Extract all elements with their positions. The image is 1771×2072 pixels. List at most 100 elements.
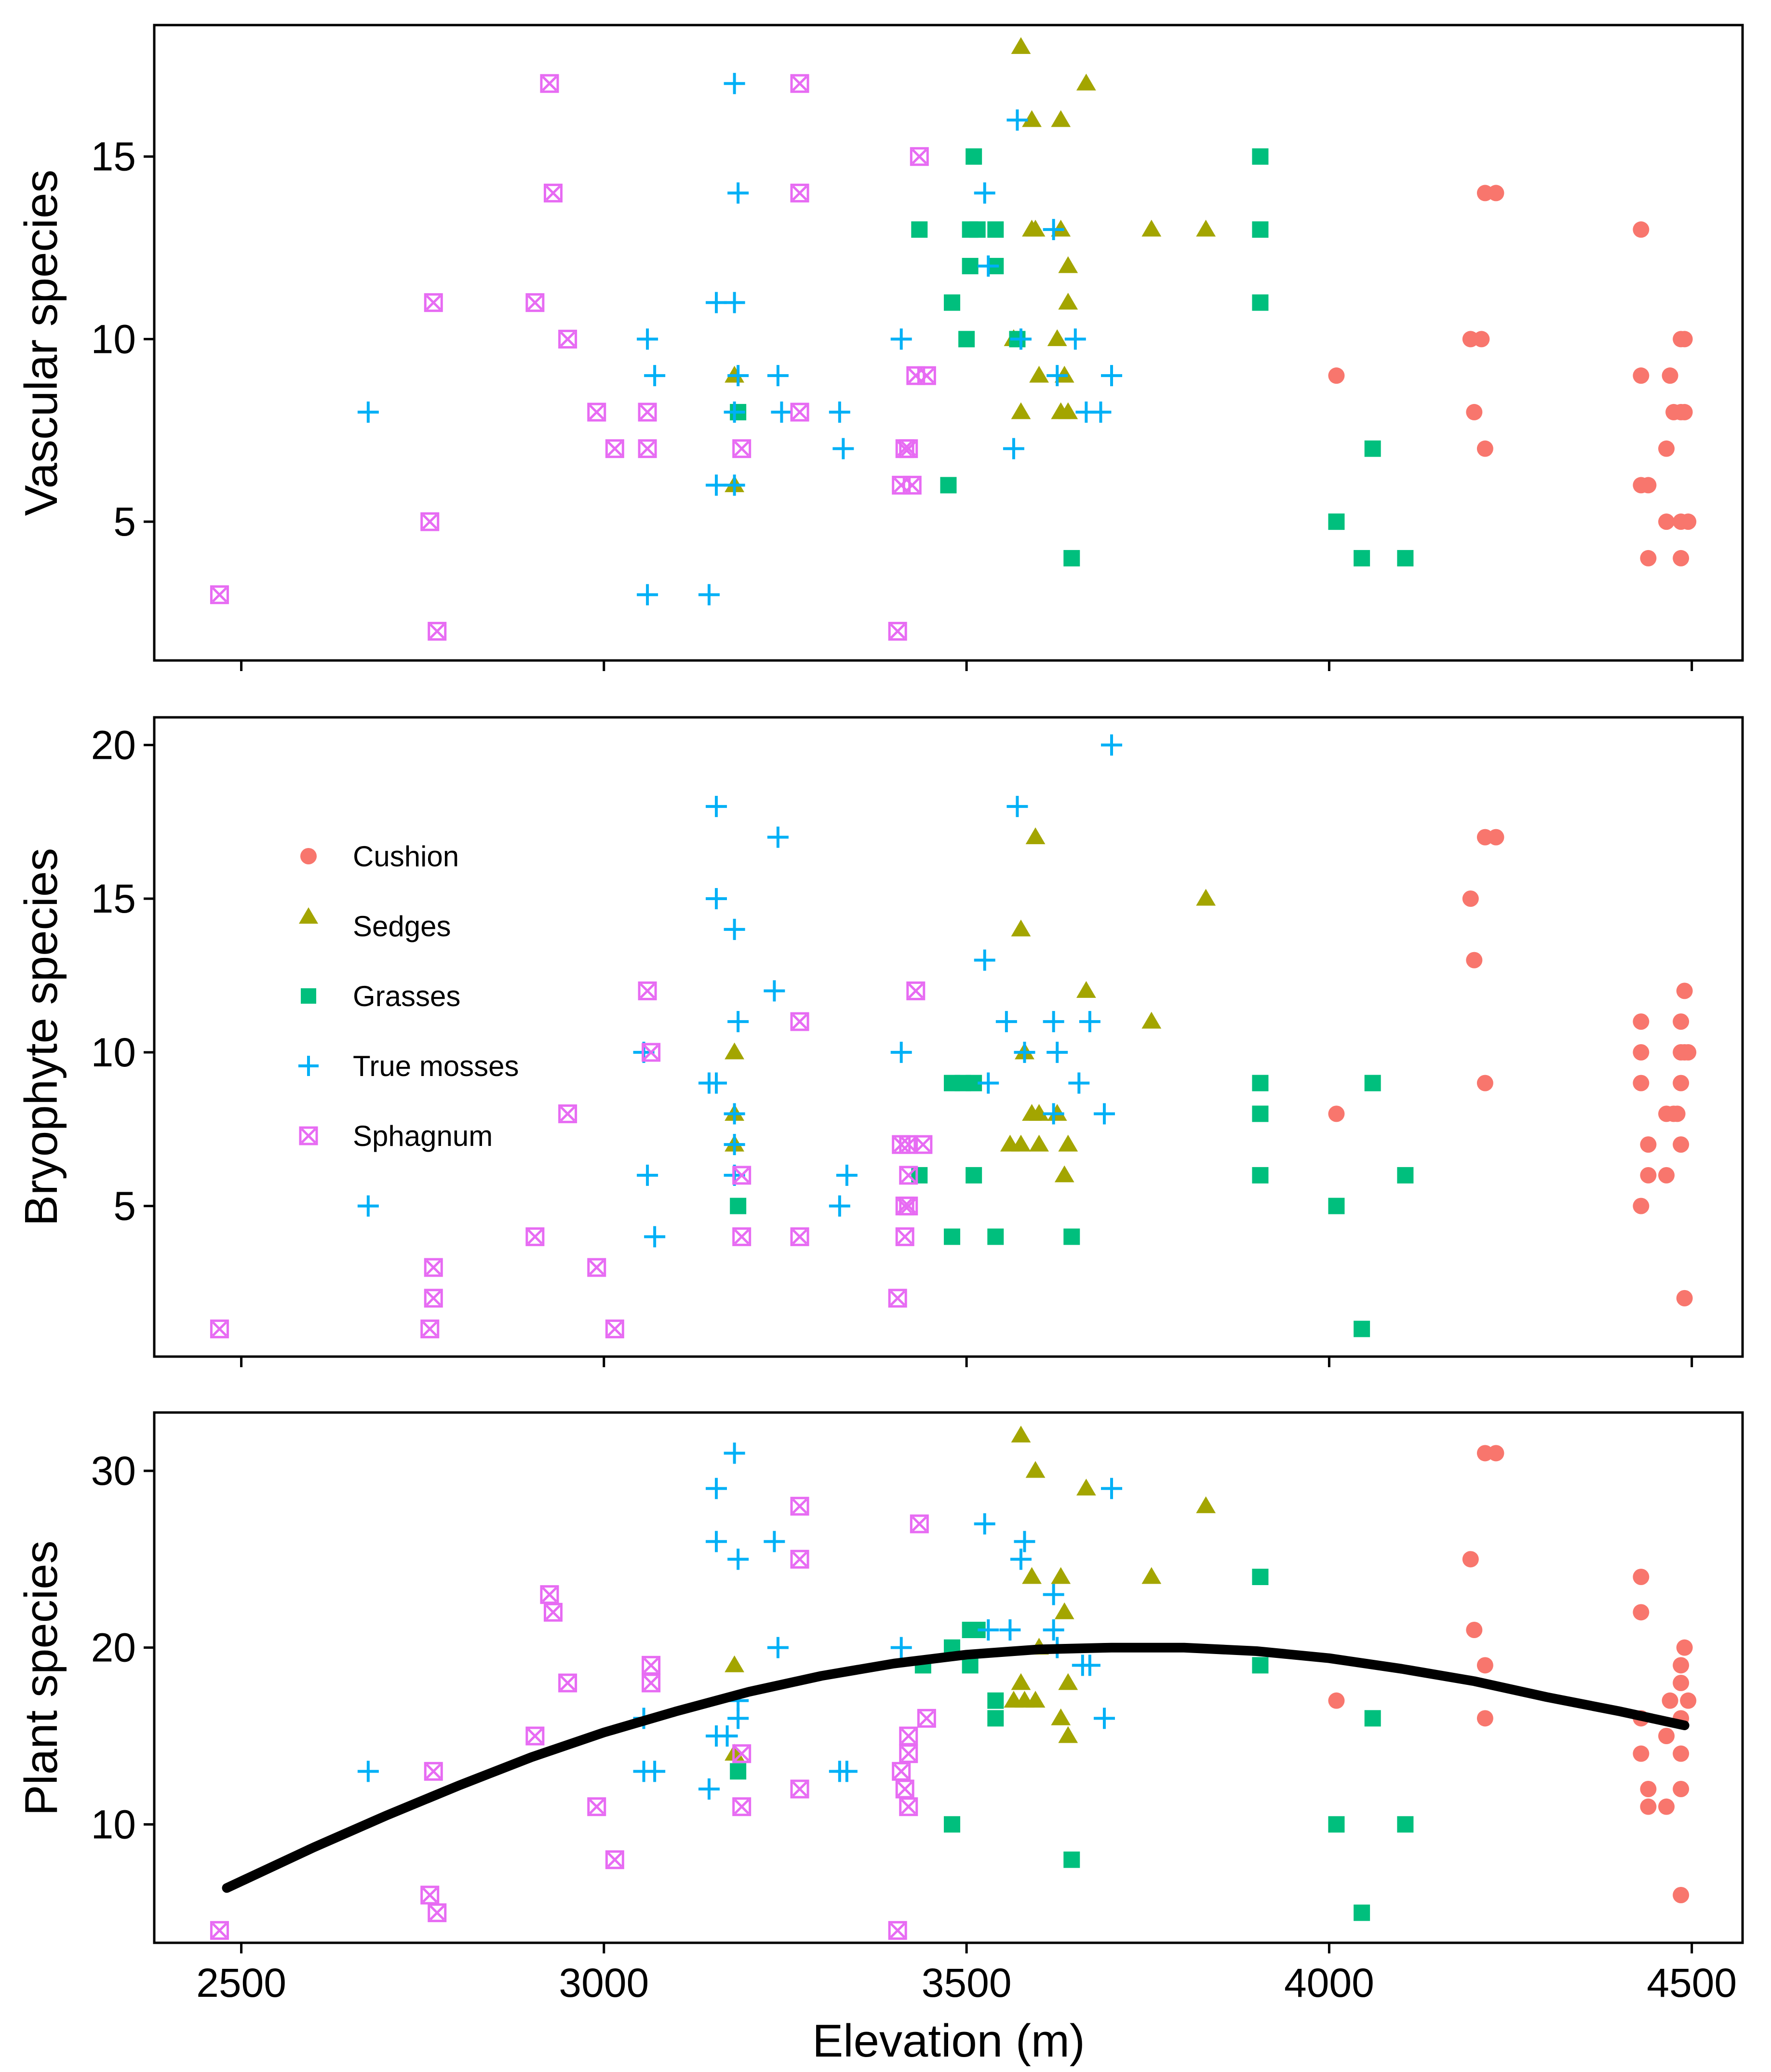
point-vascular-true-mosses-7: [724, 292, 745, 313]
point-plant-sphagnum-10: [899, 1726, 918, 1746]
point-plant-sphagnum-14: [424, 1762, 443, 1781]
point-vascular-cushion-22: [1673, 550, 1690, 566]
y-tick-label-bryophyte-10: 10: [91, 1030, 136, 1075]
point-vascular-true-mosses-20: [829, 401, 850, 423]
point-plant-sedges-3: [1196, 1496, 1216, 1513]
point-vascular-cushion-17: [1640, 477, 1657, 494]
legend-label-sedges: Sedges: [353, 910, 451, 942]
point-vascular-cushion-2: [1473, 331, 1490, 348]
point-bryophyte-grasses-3: [1252, 1075, 1269, 1091]
point-plant-sphagnum-0: [790, 1496, 809, 1516]
point-vascular-grasses-19: [1397, 550, 1414, 566]
point-plant-cushion-21: [1640, 1798, 1657, 1815]
point-vascular-sphagnum-0: [540, 74, 559, 93]
point-vascular-cushion-21: [1640, 550, 1657, 566]
point-plant-sphagnum-19: [732, 1797, 751, 1816]
panel-bryophyte-x-ticks: [240, 1357, 1693, 1367]
point-plant-sedges-16: [1058, 1726, 1078, 1743]
point-plant-cushion-3: [1466, 1622, 1483, 1638]
point-vascular-sedges-1: [1076, 73, 1096, 91]
point-plant-grasses-10: [730, 1763, 747, 1780]
point-bryophyte-cushion-18: [1640, 1136, 1657, 1153]
point-vascular-cushion-18: [1658, 513, 1675, 530]
point-plant-sedges-7: [1054, 1602, 1074, 1619]
point-plant-cushion-7: [1633, 1569, 1650, 1585]
point-plant-true-mosses-2: [1101, 1478, 1123, 1499]
point-bryophyte-true-mosses-27: [357, 1195, 379, 1217]
point-vascular-sphagnum-7: [558, 329, 577, 349]
point-plant-sphagnum-6: [558, 1673, 577, 1693]
point-plant-sedges-0: [1011, 1426, 1031, 1443]
point-vascular-sphagnum-6: [525, 293, 545, 312]
point-bryophyte-cushion-8: [1673, 1013, 1690, 1030]
point-vascular-true-mosses-23: [832, 438, 854, 459]
point-bryophyte-true-mosses-17: [706, 1072, 727, 1094]
point-bryophyte-true-mosses-7: [764, 980, 785, 1002]
point-bryophyte-sedges-9: [1029, 1103, 1049, 1121]
legend-entry-grasses: Grasses: [301, 980, 460, 1012]
point-bryophyte-sphagnum-22: [605, 1319, 624, 1339]
point-plant-true-mosses-20: [727, 1708, 749, 1729]
point-bryophyte-grasses-15: [1354, 1320, 1370, 1337]
point-bryophyte-true-mosses-6: [974, 949, 995, 971]
legend-entry-sphagnum: Sphagnum: [299, 1120, 493, 1152]
point-bryophyte-cushion-12: [1680, 1044, 1697, 1061]
point-vascular-grasses-11: [958, 331, 975, 348]
point-vascular-grasses-9: [944, 294, 961, 311]
point-plant-true-mosses-5: [764, 1531, 785, 1552]
point-plant-sedges-11: [1058, 1673, 1078, 1690]
point-plant-sphagnum-16: [895, 1779, 914, 1799]
point-bryophyte-sedges-1: [1196, 888, 1216, 906]
y-tick-label-bryophyte-5: 5: [113, 1184, 136, 1229]
point-plant-cushion-10: [1673, 1657, 1690, 1674]
point-bryophyte-true-mosses-4: [706, 888, 727, 910]
point-bryophyte-true-mosses-29: [644, 1226, 666, 1248]
point-vascular-sedges-7: [1141, 219, 1162, 237]
point-vascular-grasses-17: [1063, 550, 1080, 566]
point-plant-grasses-7: [987, 1692, 1004, 1709]
x-tick-label-2500: 2500: [196, 1960, 286, 2005]
point-plant-cushion-8: [1633, 1604, 1650, 1621]
point-bryophyte-sphagnum-15: [895, 1227, 914, 1246]
point-vascular-cushion-0: [1328, 367, 1345, 384]
y-tick-label-plant-30: 30: [91, 1448, 136, 1493]
x-tick-label-3000: 3000: [559, 1960, 649, 2005]
point-vascular-grasses-14: [1364, 440, 1381, 457]
point-bryophyte-grasses-8: [1252, 1167, 1269, 1184]
point-vascular-cushion-4: [1476, 440, 1493, 457]
point-vascular-cushion-3: [1466, 404, 1483, 420]
point-plant-sedges-2: [1076, 1479, 1096, 1496]
point-plant-true-mosses-21: [1093, 1708, 1115, 1729]
legend-marker-sphagnum: [299, 1126, 318, 1145]
point-plant-sphagnum-18: [587, 1797, 606, 1816]
point-plant-sedges-1: [1025, 1461, 1046, 1478]
point-vascular-true-mosses-26: [724, 474, 745, 496]
point-bryophyte-cushion-7: [1633, 1013, 1650, 1030]
point-bryophyte-sedges-16: [1054, 1165, 1074, 1183]
point-bryophyte-sedges-3: [1076, 981, 1096, 998]
point-vascular-true-mosses-13: [727, 365, 749, 387]
point-vascular-sedges-3: [1051, 110, 1071, 127]
point-vascular-sphagnum-14: [638, 439, 657, 458]
point-bryophyte-grasses-9: [1397, 1167, 1414, 1184]
point-vascular-grasses-7: [962, 257, 979, 274]
y-axis-title-plant: Plant species: [15, 1541, 67, 1816]
panel-vascular-y-ticks: 5 10 15: [91, 134, 154, 544]
point-bryophyte-true-mosses-5: [724, 918, 745, 940]
panel-plant-points: [210, 1426, 1697, 1940]
point-bryophyte-true-mosses-25: [637, 1164, 658, 1186]
point-vascular-grasses-16: [1328, 513, 1345, 530]
point-bryophyte-cushion-5: [1328, 1105, 1345, 1122]
point-plant-sphagnum-2: [790, 1549, 809, 1569]
point-bryophyte-true-mosses-22: [1093, 1103, 1115, 1125]
point-bryophyte-sphagnum-13: [732, 1227, 751, 1246]
point-bryophyte-grasses-4: [1364, 1075, 1381, 1091]
point-plant-cushion-20: [1673, 1781, 1690, 1797]
panel-plant: 10 20 30 2500 3000 3500 4000 4500 Plant specie…: [15, 1411, 1744, 2067]
point-bryophyte-grasses-7: [966, 1167, 982, 1184]
point-bryophyte-true-mosses-3: [767, 826, 789, 848]
point-bryophyte-sphagnum-14: [790, 1227, 809, 1246]
point-vascular-true-mosses-10: [1010, 328, 1032, 350]
point-bryophyte-sedges-5: [724, 1042, 745, 1060]
point-vascular-cushion-9: [1662, 367, 1678, 384]
